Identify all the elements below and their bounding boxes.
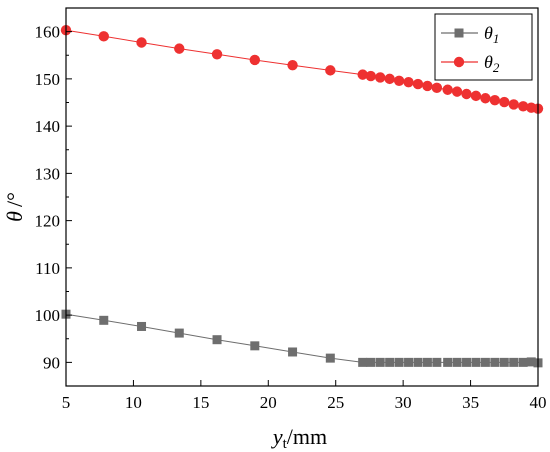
y-axis-title: θ /°: [2, 192, 27, 222]
x-axis-sub: t: [283, 436, 288, 452]
x-tick-label: 15: [192, 393, 209, 412]
data-point-theta1: [288, 347, 298, 357]
legend-box: [434, 13, 533, 81]
data-point-theta2: [442, 84, 453, 95]
data-point-theta1: [471, 357, 481, 367]
x-tick-label: 25: [327, 393, 344, 412]
data-point-theta1: [509, 357, 519, 367]
x-axis-main: y: [271, 424, 283, 449]
data-point-theta1: [526, 357, 536, 367]
data-point-theta2: [325, 65, 336, 76]
data-point-theta1: [404, 357, 414, 367]
data-point-theta2: [403, 76, 414, 88]
data-point-theta1: [480, 357, 490, 367]
data-point-theta1: [250, 341, 260, 351]
ticks-layer: 5 10 15 20 25 30 35 40 90 100 110 120 130 140 150 160: [35, 7, 547, 412]
x-tick-label: 35: [462, 393, 479, 412]
y-tick-label: 120: [35, 212, 61, 231]
y-tick-label: 160: [35, 23, 61, 42]
data-point-theta1: [443, 357, 453, 367]
data-point-theta2: [517, 101, 529, 112]
data-point-theta1: [137, 321, 147, 331]
data-point-theta1: [212, 335, 222, 345]
y-axis-symbol: θ: [2, 211, 27, 222]
data-point-theta1: [462, 357, 472, 367]
data-point-theta2: [412, 78, 424, 90]
data-point-theta2: [211, 49, 223, 60]
data-point-theta2: [480, 93, 491, 104]
data-point-theta2: [365, 70, 376, 82]
y-tick-label: 100: [35, 306, 61, 325]
y-axis-title-text: θ /°: [2, 192, 27, 222]
data-point-theta2: [489, 94, 501, 106]
x-tick-label: 20: [260, 393, 277, 412]
data-point-theta2: [174, 43, 185, 54]
data-point-theta2: [357, 69, 368, 80]
y-axis-unit: /°: [2, 192, 27, 207]
data-point-theta2: [98, 31, 109, 42]
data-point-theta2: [461, 88, 472, 100]
data-point-theta1: [394, 357, 404, 367]
data-point-theta2: [451, 86, 463, 97]
data-point-theta1: [452, 357, 462, 367]
data-point-theta1: [174, 328, 184, 338]
x-axis-title: yt/mm: [271, 424, 327, 452]
legend-marker-theta2: [453, 56, 465, 68]
data-point-theta1: [358, 357, 368, 367]
data-point-theta1: [518, 357, 528, 367]
data-point-theta2: [136, 37, 147, 48]
y-tick-label: 110: [35, 259, 60, 278]
data-point-theta2: [384, 73, 395, 85]
x-tick-label: 10: [125, 393, 142, 412]
y-tick-label: 140: [35, 117, 61, 136]
data-point-theta1: [432, 357, 442, 367]
legend-label-theta1: θ1: [484, 23, 499, 46]
data-point-theta2: [499, 96, 510, 108]
data-point-theta1: [422, 357, 432, 367]
data-point-theta2: [470, 90, 482, 102]
data-point-theta2: [393, 75, 405, 86]
data-point-theta2: [431, 82, 443, 94]
data-point-theta1: [499, 357, 509, 367]
y-tick-label: 90: [43, 353, 60, 372]
data-point-theta2: [422, 80, 433, 92]
x-axis-unit: /mm: [287, 424, 327, 449]
data-point-theta2: [249, 54, 260, 66]
y-tick-label: 130: [35, 164, 61, 183]
data-point-theta1: [385, 357, 395, 367]
data-point-theta2: [375, 72, 386, 83]
data-point-theta1: [375, 357, 385, 367]
legend: θ1 θ2: [434, 13, 533, 81]
data-point-theta1: [325, 353, 335, 363]
data-point-theta1: [99, 315, 109, 325]
x-tick-label: 30: [395, 393, 412, 412]
legend-marker-theta1: [454, 28, 464, 38]
data-point-theta2: [508, 99, 519, 110]
y-tick-label: 150: [35, 70, 61, 89]
data-point-theta1: [490, 357, 500, 367]
series-line-1: [65, 313, 539, 364]
legend-label-theta2: θ2: [484, 52, 500, 75]
x-tick-label: 5: [62, 393, 71, 412]
x-tick-label: 40: [530, 393, 547, 412]
data-point-theta1: [366, 357, 376, 367]
data-point-theta2: [287, 59, 298, 71]
data-point-theta1: [413, 357, 423, 367]
